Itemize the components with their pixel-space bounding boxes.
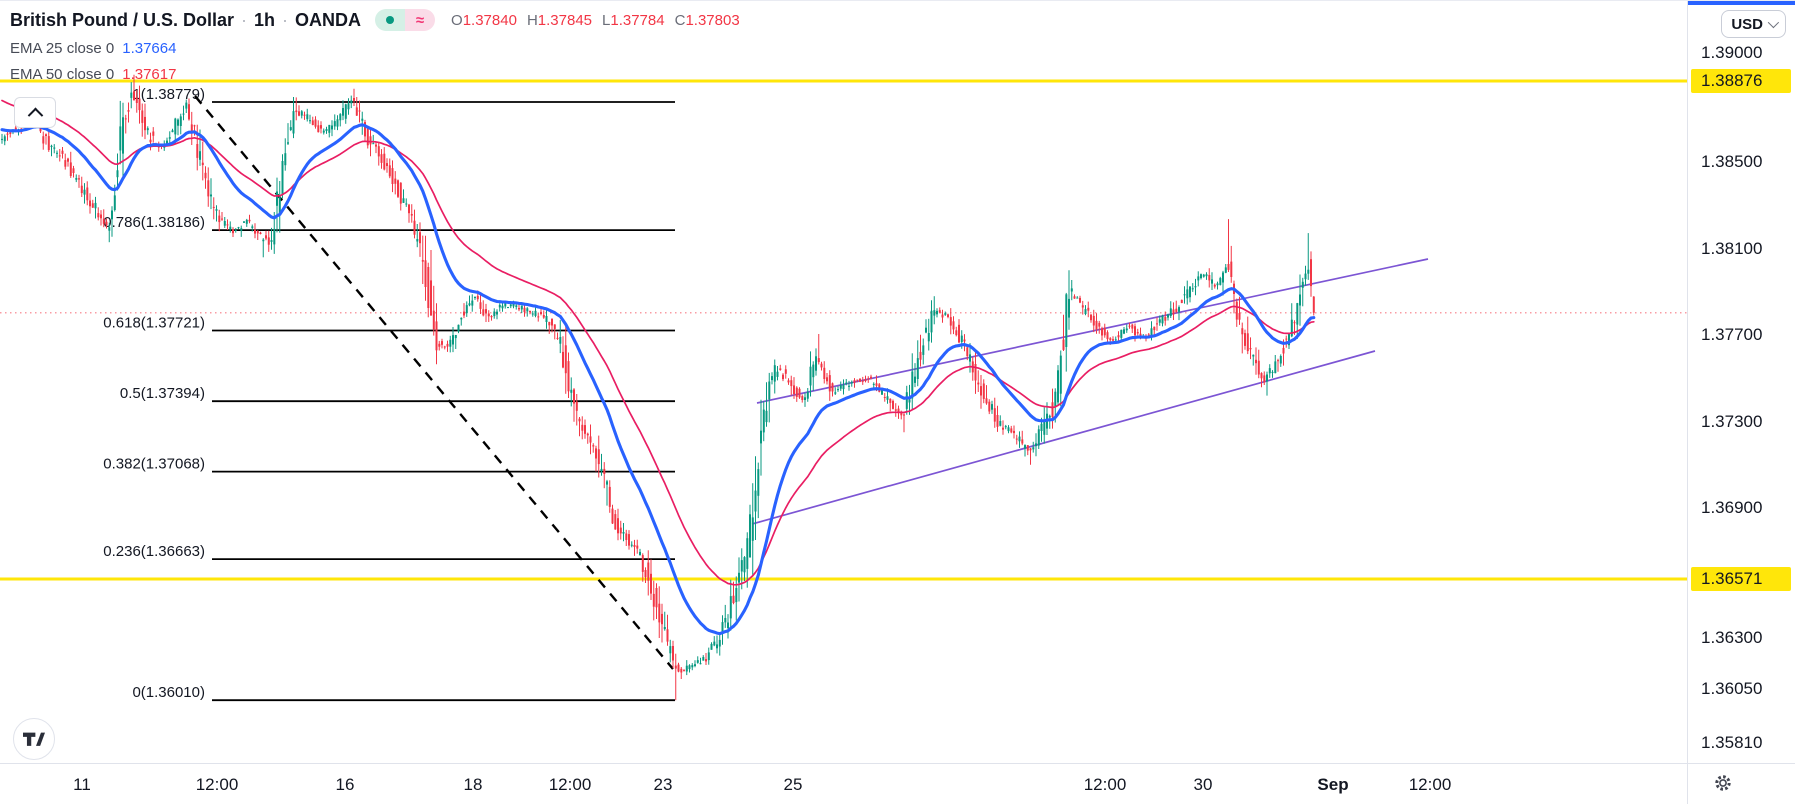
time-axis-label: 23 (653, 774, 673, 794)
chart-pane: 1(1.38779) 0.786(1.38186) 0.618(1.37721) 0.… (0, 1, 1687, 763)
channel-lower-line[interactable] (751, 350, 1376, 525)
delayed-data-icon: ≈ (405, 9, 436, 31)
time-axis-label: 30 (1193, 774, 1213, 794)
high-label: H (526, 11, 538, 29)
price-axis-highlighted-label: 1.38876 (1691, 69, 1791, 93)
fib-level-label: 0.5(1.37394) (120, 385, 205, 402)
price-axis-label: 1.39000 (1701, 43, 1763, 62)
ema25-value: 1.37664 (122, 40, 177, 57)
time-axis-label: 16 (335, 774, 355, 794)
time-axis-label: 12:00 (548, 774, 592, 794)
price-axis-label: 1.36050 (1701, 679, 1763, 698)
price-axis[interactable]: USD 1.39000 1.38876 1.38500 1.38100 1.37700 1… (1687, 1, 1795, 763)
symbol-row: British Pound / U.S. Dollar · 1h · OANDA… (10, 9, 740, 31)
chevron-down-icon (1767, 16, 1780, 29)
chart-canvas[interactable]: 1(1.38779) 0.786(1.38186) 0.618(1.37721) 0.… (0, 1, 1687, 763)
separator-dot: · (241, 9, 248, 30)
price-axis-top-strip (1688, 1, 1795, 5)
ema50-label: EMA 50 close 0 (10, 66, 115, 83)
candlestick-series (1, 74, 1315, 701)
market-open-dot-icon (375, 9, 406, 31)
price-axis-label: 1.36900 (1701, 498, 1763, 517)
time-axis[interactable]: 11 12:00 16 18 12:00 23 25 12:00 30 Sep 12:00 (0, 763, 1795, 804)
separator-dot: · (282, 9, 289, 30)
fib-level-label: 0.786(1.38186) (103, 214, 205, 231)
market-status-badges[interactable]: ≈ (375, 9, 436, 31)
price-axis-label: 1.35810 (1701, 733, 1763, 752)
price-axis-label: 1.37700 (1701, 325, 1763, 344)
time-axis-label: 18 (463, 774, 483, 794)
close-label: C (674, 11, 686, 29)
currency-selector-button[interactable]: USD (1721, 10, 1786, 38)
dashed-trendline[interactable] (194, 95, 674, 670)
chevron-up-icon (27, 107, 43, 124)
ema25-line[interactable] (0, 123, 1316, 636)
close-value: 1.37803 (685, 11, 740, 29)
fib-level-label: 0.382(1.37068) (103, 456, 205, 473)
indicator-row-ema25[interactable]: EMA 25 close 0 1.37664 (10, 40, 740, 57)
exchange-label[interactable]: OANDA (295, 9, 362, 30)
chart-settings-button[interactable] (1708, 768, 1738, 798)
indicator-row-ema50[interactable]: EMA 50 close 0 1.37617 (10, 66, 740, 83)
symbol-title[interactable]: British Pound / U.S. Dollar (10, 9, 235, 30)
open-value: 1.37840 (462, 11, 517, 29)
tradingview-logo[interactable] (13, 718, 55, 760)
price-axis-label: 1.38500 (1701, 152, 1763, 171)
fib-level-label: 0.618(1.37721) (103, 315, 205, 332)
interval-label[interactable]: 1h (254, 9, 276, 30)
price-axis-label: 1.36300 (1701, 628, 1763, 647)
currency-label: USD (1731, 15, 1763, 33)
fib-level-label: 0(1.36010) (132, 684, 205, 701)
time-axis-label: 12:00 (1408, 774, 1452, 794)
ohlc-readout: O1.37840 H1.37845 L1.37784 C1.37803 (451, 12, 740, 29)
gear-icon (1715, 775, 1731, 791)
tradingview-logo-icon (23, 732, 45, 746)
time-axis-label: 12:00 (1083, 774, 1127, 794)
high-value: 1.37845 (537, 11, 593, 29)
ema50-value: 1.37617 (122, 66, 177, 83)
fib-level-label: 0.236(1.36663) (103, 543, 205, 560)
open-label: O (451, 11, 463, 29)
ema25-label: EMA 25 close 0 (10, 40, 115, 57)
price-axis-label: 1.37300 (1701, 412, 1763, 431)
price-axis-label: 1.38100 (1701, 239, 1763, 258)
ema50-line[interactable] (1, 99, 1315, 586)
low-value: 1.37784 (610, 11, 665, 29)
low-label: L (602, 11, 611, 29)
price-axis-highlighted-label: 1.36571 (1691, 567, 1791, 591)
time-axis-label: 11 (73, 774, 91, 794)
time-axis-label: 25 (783, 774, 803, 794)
symbol-header: British Pound / U.S. Dollar · 1h · OANDA… (10, 9, 740, 83)
collapse-toolbar-button[interactable] (14, 97, 56, 128)
time-axis-label: 12:00 (195, 774, 239, 794)
axis-divider (1687, 764, 1688, 804)
fib-level-label: 1(1.38779) (132, 86, 205, 103)
time-axis-label: Sep (1317, 774, 1349, 794)
